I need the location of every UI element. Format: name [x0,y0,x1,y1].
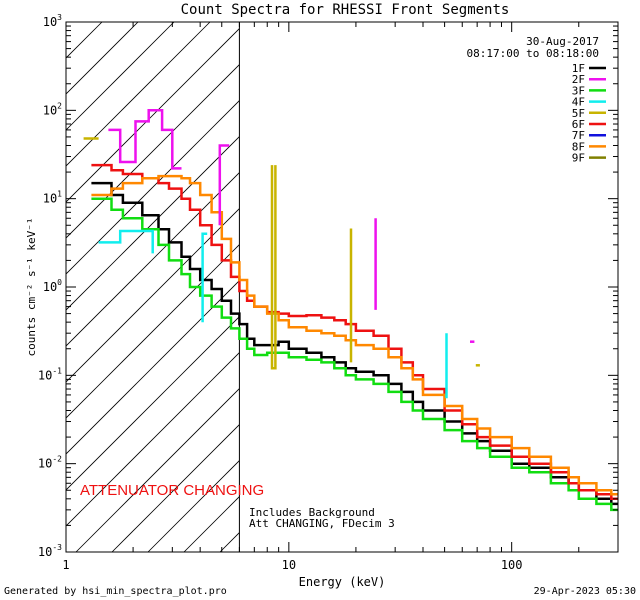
segment-2f [108,109,182,170]
legend-label-5f: 5F [572,107,585,120]
series-3f [91,197,618,512]
y-tick-base: 10 [43,15,57,29]
y-tick-label: 102 [43,101,62,117]
legend-label-2f: 2F [572,73,585,86]
hatch-line [75,388,240,552]
y-tick-exponent: -1 [52,366,62,375]
y-tick-base: 10 [38,368,52,382]
attenuator-label: ATTENUATOR CHANGING [80,482,264,499]
series-1f [91,181,618,506]
footer-generated-by: Generated by hsi_min_spectra_plot.pro [4,586,227,597]
hatch-line [66,64,240,239]
legend-label-3f: 3F [572,84,585,97]
y-tick-exponent: 0 [57,278,62,287]
y-axis-label: counts cm⁻² s⁻¹ keV⁻¹ [25,217,38,356]
y-tick-base: 10 [43,103,57,117]
hatch-line [66,22,175,131]
y-tick-base: 10 [43,192,57,206]
hatch-line [66,172,240,347]
segment-5f [270,165,277,370]
hatch-line [147,460,240,552]
y-tick-exponent: -2 [52,455,62,464]
note-background: Includes Background [249,506,375,519]
hatch-line [66,208,240,383]
y-tick-label: 10-1 [38,366,62,382]
x-axis-label: Energy (keV) [299,575,386,589]
date-label: 30-Aug-2017 [526,35,599,48]
y-tick-label: 100 [43,278,62,294]
y-tick-exponent: 3 [57,13,62,22]
legend-label-8f: 8F [572,140,585,153]
series-6f [91,163,618,501]
legend-label-4f: 4F [572,96,585,109]
legend-label-6f: 6F [572,118,585,131]
time-range-label: 08:17:00 to 08:18:00 [467,47,599,60]
hatch-line [66,136,240,311]
segment-4f [201,232,208,323]
segment-4f [98,229,154,254]
y-tick-exponent: 1 [57,190,62,199]
y-tick-label: 10-2 [38,455,62,471]
note-attenuator: Att CHANGING, FDecim 3 [249,517,395,530]
chart-title: Count Spectra for RHESSI Front Segments [181,2,510,18]
y-tick-label: 101 [43,190,62,206]
hatch-line [66,352,240,527]
y-tick-base: 10 [38,457,52,471]
x-tick-label: 10 [282,558,296,572]
legend-label-9f: 9F [572,152,585,165]
x-tick-label: 1 [62,558,69,572]
segment-2f [218,144,230,226]
y-tick-label: 10-3 [38,543,62,559]
hatch-line [111,424,240,552]
series-8f [91,174,618,496]
y-tick-base: 10 [38,545,52,559]
hatch-line [66,22,211,167]
legend-label-1f: 1F [572,62,585,75]
y-tick-label: 103 [43,13,62,29]
x-tick-label: 100 [501,558,523,572]
series-layer [83,109,618,512]
y-tick-exponent: 2 [57,101,62,110]
legend-label-7f: 7F [572,129,585,142]
y-tick-base: 10 [43,280,57,294]
hatch-line [66,280,240,455]
hatch-line [66,100,240,275]
y-tick-exponent: -3 [52,543,62,552]
footer-timestamp: 29-Apr-2023 05:30 [534,586,636,597]
hatch-line [66,316,240,491]
